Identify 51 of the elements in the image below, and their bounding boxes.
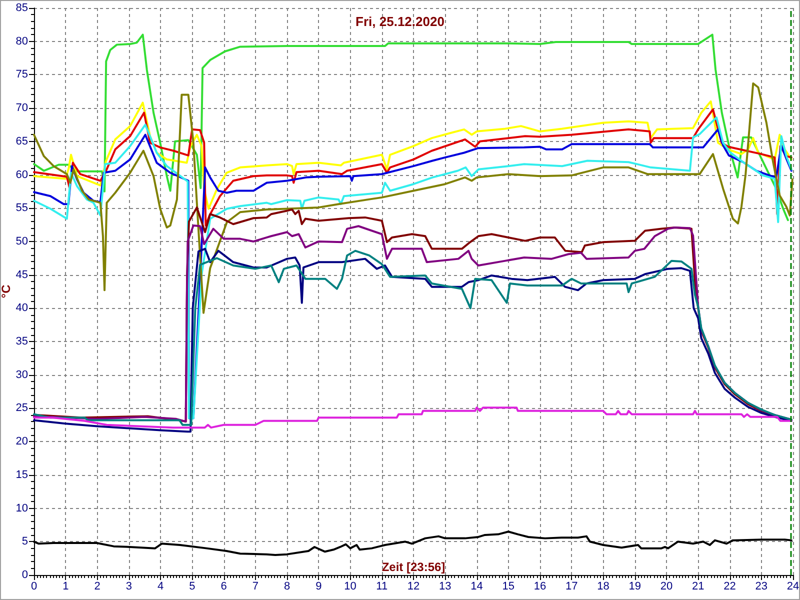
y-tick-label: 60 [16,168,28,181]
y-tick-label: 85 [16,2,28,14]
x-tick-label: 1 [62,580,69,592]
y-tick-label: 30 [16,368,28,381]
line-series [33,108,792,226]
x-tick-label: 10 [344,580,356,592]
x-tick-label: 0 [30,580,38,592]
x-tick-label: 24 [786,580,800,592]
y-tick-label: 25 [16,402,28,414]
x-tick-label: 21 [692,580,704,592]
y-tick-label: 70 [16,102,28,114]
y-tick-label: 65 [16,135,28,148]
x-tick-label: 23 [755,580,768,592]
y-tick-label: 15 [16,468,28,481]
y-tick-label: 50 [16,235,28,248]
y-tick-label: 35 [16,336,28,348]
y-tick-label: 20 [16,436,28,448]
y-tick-label: 10 [16,502,28,514]
x-tick-label: 4 [157,580,164,592]
y-axis-title: °C [0,284,13,298]
line-series [33,100,792,210]
x-tick-label: 16 [534,580,546,592]
x-tick-label: 18 [597,580,610,592]
line-series [33,82,794,314]
y-tick-label: 55 [16,202,28,214]
x-tick-label: 2 [94,580,100,592]
x-tick-label: 14 [470,580,483,592]
line-series [33,406,792,429]
y-tick-label: 40 [16,302,28,314]
x-tick-label: 8 [284,580,290,592]
x-tick-label: 11 [376,580,388,592]
y-tick-label: 5 [22,536,28,548]
x-tick-label: 6 [220,580,227,592]
x-tick-label: 13 [439,580,452,592]
x-tick-label: 17 [566,580,578,592]
x-tick-label: 5 [189,580,196,592]
x-tick-label: 7 [252,580,258,592]
y-tick-label: 45 [16,268,28,281]
x-axis-title: Zeit [23:56] [382,560,446,574]
x-tick-label: 15 [502,580,514,592]
x-tick-label: 20 [660,580,673,592]
y-tick-label: 0 [22,569,28,581]
line-series [33,34,789,222]
y-tick-label: 75 [16,68,28,81]
text: Fri, 25.12.2020 [356,14,444,29]
x-tick-label: 9 [316,580,322,592]
x-tick-label: 3 [126,580,132,592]
x-tick-label: 12 [407,580,420,592]
x-tick-label: 19 [628,580,641,592]
x-tick-label: 22 [724,580,736,592]
y-tick-label: 80 [16,35,28,48]
